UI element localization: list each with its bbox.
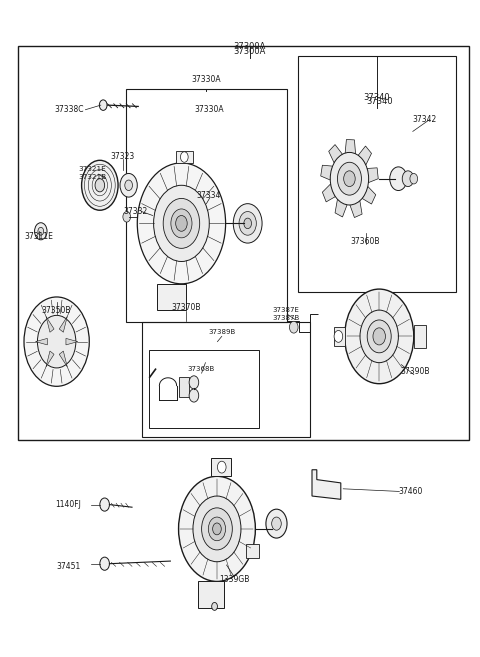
Circle shape bbox=[171, 209, 192, 238]
Polygon shape bbox=[59, 351, 67, 367]
Circle shape bbox=[410, 173, 418, 184]
Circle shape bbox=[367, 320, 391, 353]
Circle shape bbox=[212, 602, 217, 610]
Circle shape bbox=[360, 310, 398, 363]
Polygon shape bbox=[46, 351, 54, 367]
Polygon shape bbox=[329, 145, 342, 163]
Polygon shape bbox=[334, 327, 345, 346]
Bar bbox=[414, 325, 426, 348]
Polygon shape bbox=[362, 187, 376, 204]
Circle shape bbox=[100, 498, 109, 511]
Circle shape bbox=[272, 517, 281, 530]
Circle shape bbox=[100, 557, 109, 570]
Circle shape bbox=[202, 508, 232, 550]
Circle shape bbox=[193, 496, 241, 562]
Circle shape bbox=[289, 321, 298, 333]
Circle shape bbox=[125, 180, 132, 191]
Circle shape bbox=[82, 160, 118, 210]
Circle shape bbox=[266, 509, 287, 538]
Text: 37321E: 37321E bbox=[78, 166, 106, 172]
Bar bbox=[142, 322, 310, 437]
Polygon shape bbox=[176, 151, 193, 163]
Circle shape bbox=[373, 328, 385, 345]
Circle shape bbox=[38, 227, 44, 235]
Text: 37389B: 37389B bbox=[209, 329, 236, 336]
Circle shape bbox=[176, 215, 187, 231]
Text: 37342: 37342 bbox=[412, 115, 437, 124]
Circle shape bbox=[345, 289, 414, 384]
Polygon shape bbox=[358, 146, 372, 165]
Text: 37334: 37334 bbox=[197, 191, 221, 200]
Text: 37387B: 37387B bbox=[272, 315, 299, 321]
Text: 37311E: 37311E bbox=[24, 232, 53, 241]
Bar bbox=[149, 350, 259, 428]
Circle shape bbox=[120, 173, 137, 197]
Bar bbox=[298, 56, 456, 292]
Circle shape bbox=[334, 330, 343, 342]
Text: 37460: 37460 bbox=[398, 487, 422, 496]
Circle shape bbox=[213, 523, 221, 535]
Polygon shape bbox=[312, 470, 341, 499]
Bar bbox=[18, 46, 469, 440]
Polygon shape bbox=[46, 317, 54, 332]
Circle shape bbox=[95, 179, 105, 192]
Circle shape bbox=[239, 212, 256, 235]
Text: 37370B: 37370B bbox=[171, 303, 201, 312]
Text: 37338C: 37338C bbox=[55, 105, 84, 114]
Text: 37340: 37340 bbox=[366, 97, 393, 106]
Circle shape bbox=[35, 223, 47, 240]
Polygon shape bbox=[66, 338, 78, 345]
Text: 37330A: 37330A bbox=[194, 105, 224, 114]
Bar bbox=[126, 89, 287, 322]
Circle shape bbox=[244, 218, 252, 229]
Circle shape bbox=[208, 517, 226, 541]
Text: 37451: 37451 bbox=[56, 562, 81, 571]
Circle shape bbox=[137, 163, 226, 284]
Text: 1140FJ: 1140FJ bbox=[55, 500, 81, 509]
Polygon shape bbox=[345, 139, 356, 154]
Text: 37360B: 37360B bbox=[350, 237, 380, 246]
Bar bbox=[179, 377, 189, 397]
Text: 37323: 37323 bbox=[110, 152, 134, 161]
Circle shape bbox=[189, 376, 199, 389]
Circle shape bbox=[24, 297, 89, 386]
Text: 37350B: 37350B bbox=[42, 306, 72, 315]
Polygon shape bbox=[335, 199, 347, 217]
Circle shape bbox=[233, 204, 262, 243]
Polygon shape bbox=[198, 581, 224, 608]
Circle shape bbox=[180, 152, 188, 162]
Circle shape bbox=[163, 198, 200, 248]
Circle shape bbox=[344, 171, 355, 187]
Polygon shape bbox=[157, 284, 186, 310]
Text: 37368B: 37368B bbox=[187, 366, 214, 373]
Text: 37300A: 37300A bbox=[233, 42, 266, 51]
Text: 37390B: 37390B bbox=[400, 367, 430, 376]
Circle shape bbox=[179, 476, 255, 581]
Polygon shape bbox=[211, 458, 231, 476]
Circle shape bbox=[123, 212, 131, 222]
Text: 37321B: 37321B bbox=[78, 174, 106, 181]
Polygon shape bbox=[36, 338, 48, 345]
Polygon shape bbox=[367, 168, 378, 183]
Circle shape bbox=[217, 461, 226, 473]
Text: 37387E: 37387E bbox=[272, 307, 299, 313]
Polygon shape bbox=[323, 184, 336, 202]
Circle shape bbox=[337, 162, 361, 195]
Circle shape bbox=[189, 389, 199, 402]
Bar bbox=[246, 544, 259, 558]
Text: 37330A: 37330A bbox=[192, 75, 221, 84]
Circle shape bbox=[99, 100, 107, 110]
Circle shape bbox=[37, 315, 76, 368]
Text: 1339GB: 1339GB bbox=[219, 575, 250, 584]
Circle shape bbox=[330, 152, 369, 205]
Circle shape bbox=[390, 167, 407, 191]
Text: 37340: 37340 bbox=[363, 93, 390, 102]
Text: 37332: 37332 bbox=[123, 207, 147, 216]
Circle shape bbox=[154, 185, 209, 261]
Text: 37300A: 37300A bbox=[233, 47, 266, 56]
Polygon shape bbox=[321, 165, 333, 180]
Polygon shape bbox=[350, 201, 362, 217]
Polygon shape bbox=[59, 317, 67, 332]
Circle shape bbox=[402, 171, 414, 187]
